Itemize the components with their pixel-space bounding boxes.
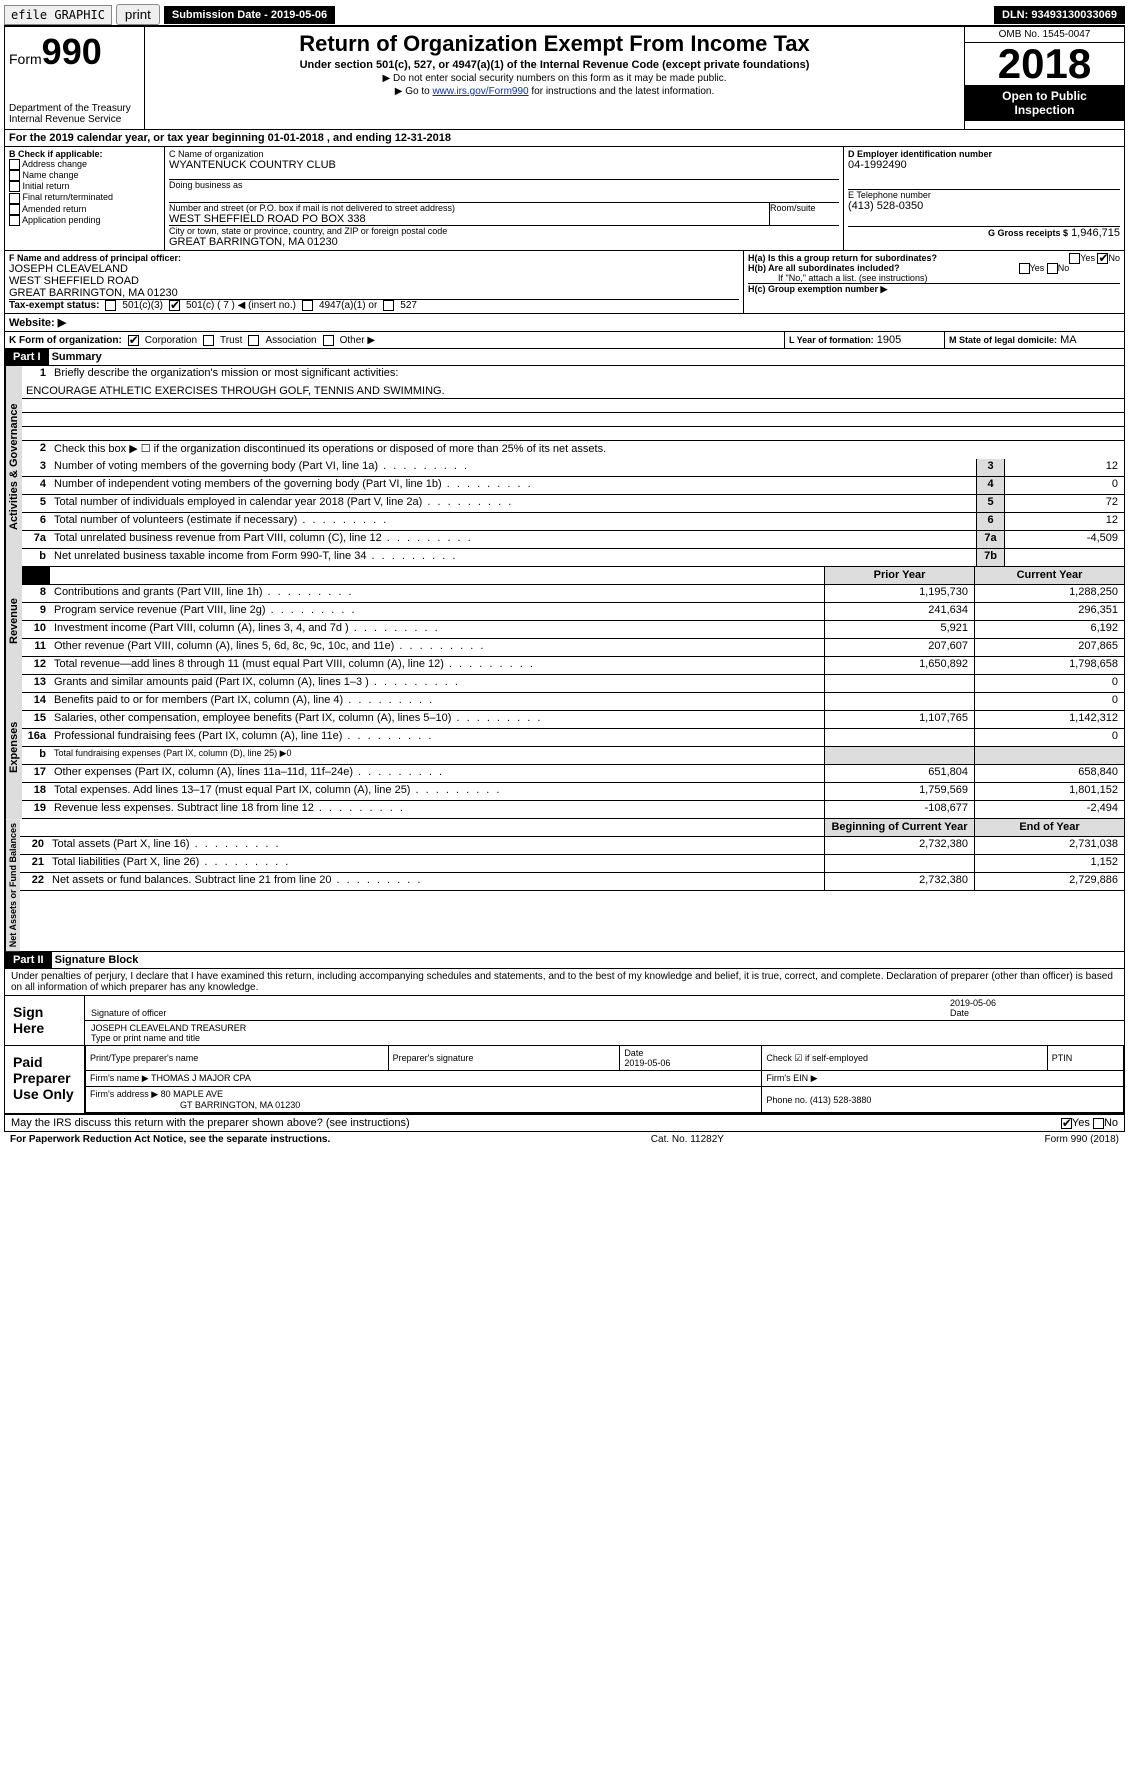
discuss-line: May the IRS discuss this return with the…: [4, 1115, 1125, 1132]
table-row: 5Total number of individuals employed in…: [22, 495, 1124, 513]
table-row: 3Number of voting members of the governi…: [22, 459, 1124, 477]
table-row: 6Total number of volunteers (estimate if…: [22, 513, 1124, 531]
line-a: For the 2019 calendar year, or tax year …: [4, 130, 1125, 147]
table-row: 4Number of independent voting members of…: [22, 477, 1124, 495]
table-row: 13Grants and similar amounts paid (Part …: [22, 675, 1124, 693]
table-row: 11Other revenue (Part VIII, column (A), …: [22, 639, 1124, 657]
netassets-section: Net Assets or Fund Balances Beginning of…: [4, 819, 1125, 952]
form-number: Form990: [9, 31, 140, 73]
org-address: WEST SHEFFIELD ROAD PO BOX 338: [169, 213, 769, 225]
gross-receipts: 1,946,715: [1071, 227, 1120, 239]
page-title: Return of Organization Exempt From Incom…: [149, 31, 960, 57]
ein: 04-1992490: [848, 159, 1120, 171]
irs-link[interactable]: www.irs.gov/Form990: [432, 86, 528, 97]
table-row: 7aTotal unrelated business revenue from …: [22, 531, 1124, 549]
phone: (413) 528-0350: [848, 200, 1120, 212]
instruction-2: ▶ Go to www.irs.gov/Form990 for instruct…: [149, 86, 960, 97]
part-1-header: Part I Summary: [4, 349, 1125, 366]
revenue-section: Revenue b Prior Year Current Year 8Contr…: [4, 567, 1125, 675]
section-b: B Check if applicable: Address change Na…: [5, 147, 165, 250]
table-row: 19Revenue less expenses. Subtract line 1…: [22, 801, 1124, 819]
mission: ENCOURAGE ATHLETIC EXERCISES THROUGH GOL…: [22, 384, 1124, 399]
table-row: 10Investment income (Part VIII, column (…: [22, 621, 1124, 639]
open-inspection: Open to PublicInspection: [965, 85, 1124, 121]
header-block: B Check if applicable: Address change Na…: [4, 147, 1125, 251]
print-button[interactable]: print: [116, 4, 160, 25]
table-row: 16aProfessional fundraising fees (Part I…: [22, 729, 1124, 747]
preparer-table: Print/Type preparer's namePreparer's sig…: [85, 1046, 1124, 1113]
org-name: WYANTENUCK COUNTRY CLUB: [169, 159, 839, 171]
table-row: 14Benefits paid to or for members (Part …: [22, 693, 1124, 711]
line-j: Website: ▶: [4, 314, 1125, 332]
table-row: 22Net assets or fund balances. Subtract …: [20, 873, 1124, 891]
top-bar: efile GRAPHIC print Submission Date - 20…: [4, 4, 1125, 26]
table-row: 20Total assets (Part X, line 16)2,732,38…: [20, 837, 1124, 855]
tax-year: 2018: [965, 43, 1124, 85]
officer-name: JOSEPH CLEAVELAND: [9, 263, 739, 275]
subtitle: Under section 501(c), 527, or 4947(a)(1)…: [149, 59, 960, 71]
officer-signed: JOSEPH CLEAVELAND TREASURER: [91, 1023, 246, 1033]
submission-date: Submission Date - 2019-05-06: [164, 6, 335, 24]
table-row: 21Total liabilities (Part X, line 26)1,1…: [20, 855, 1124, 873]
fhi-block: F Name and address of principal officer:…: [4, 251, 1125, 314]
page-footer: For Paperwork Reduction Act Notice, see …: [4, 1132, 1125, 1147]
perjury-declaration: Under penalties of perjury, I declare th…: [4, 969, 1125, 996]
klm-block: K Form of organization: Corporation Trus…: [4, 332, 1125, 349]
efile-badge: efile GRAPHIC: [4, 5, 112, 25]
table-row: bTotal fundraising expenses (Part IX, co…: [22, 747, 1124, 765]
table-row: bNet unrelated business taxable income f…: [22, 549, 1124, 567]
tax-exempt-status: Tax-exempt status: 501(c)(3) 501(c) ( 7 …: [9, 299, 739, 311]
table-row: 9Program service revenue (Part VIII, lin…: [22, 603, 1124, 621]
org-city: GREAT BARRINGTON, MA 01230: [169, 236, 839, 248]
table-row: 12Total revenue—add lines 8 through 11 (…: [22, 657, 1124, 675]
form-header: Form990 Department of the Treasury Inter…: [4, 26, 1125, 130]
signature-block: Sign Here Signature of officer 2019-05-0…: [4, 996, 1125, 1115]
instruction-1: ▶ Do not enter social security numbers o…: [149, 73, 960, 84]
table-row: 17Other expenses (Part IX, column (A), l…: [22, 765, 1124, 783]
activities-governance: Activities & Governance 1Briefly describ…: [4, 366, 1125, 567]
dept-treasury: Department of the Treasury Internal Reve…: [9, 103, 140, 125]
part-2-header: Part II Signature Block: [4, 952, 1125, 969]
dln: DLN: 93493130033069: [994, 6, 1125, 24]
table-row: 8Contributions and grants (Part VIII, li…: [22, 585, 1124, 603]
expenses-section: Expenses 13Grants and similar amounts pa…: [4, 675, 1125, 819]
table-row: 18Total expenses. Add lines 13–17 (must …: [22, 783, 1124, 801]
table-row: 15Salaries, other compensation, employee…: [22, 711, 1124, 729]
